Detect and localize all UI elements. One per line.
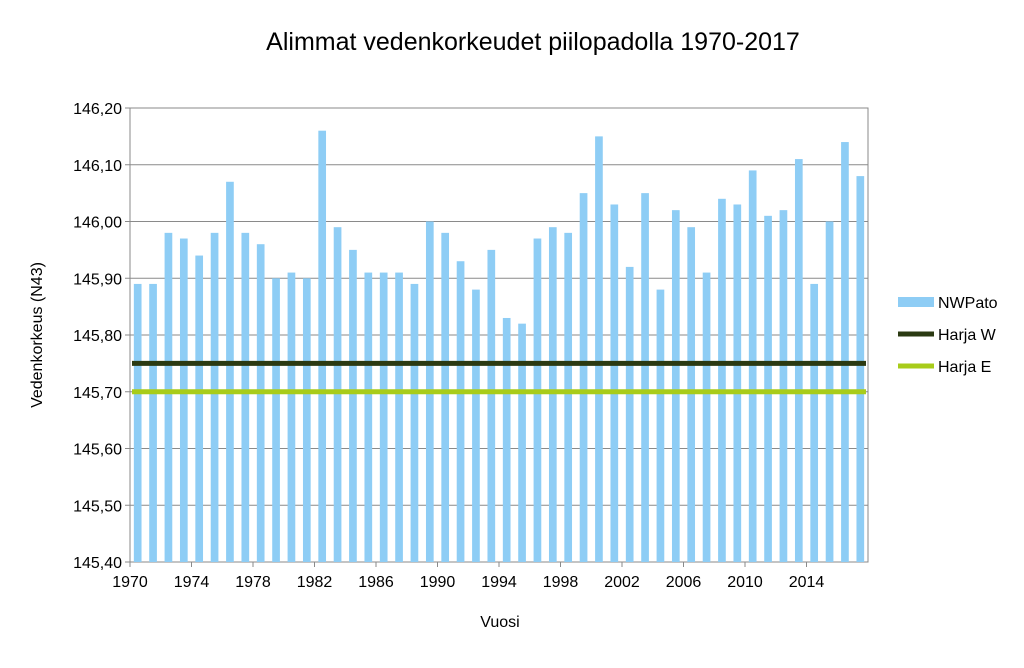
bar-1998 [564,232,573,562]
bar-1991 [456,261,465,562]
bar-1980 [287,272,296,562]
legend: NWPato Harja W Harja E [898,295,998,376]
x-tick-label: 1978 [235,574,271,591]
bar-1993 [487,249,496,562]
bar-1974 [195,255,204,563]
bar-1987 [395,272,403,562]
x-axis-ticks: 1970 1974 1978 1982 1986 1990 1994 1998 2002 2006… [112,562,824,591]
bar-1979 [272,278,280,562]
bar-2002 [625,266,634,562]
x-tick-label: 1986 [358,574,394,591]
bar-1992 [472,289,480,562]
bar-1985 [364,272,373,562]
legend-label: Harja E [938,359,991,376]
bar-1996 [533,238,542,562]
bar-2001 [610,204,619,562]
legend-label: NWPato [938,295,998,312]
bar-1981 [302,278,311,562]
bar-1978 [256,244,265,562]
bar-2011 [764,215,772,562]
legend-swatch-bar [898,297,934,307]
bar-2010 [748,170,757,563]
bar-1977 [241,232,250,562]
bar-2017 [856,176,865,562]
y-tick-label: 145,70 [73,385,122,402]
bar-1972 [164,232,173,562]
bar-1984 [349,249,357,562]
threshold-lines [132,360,866,395]
bar-2003 [641,193,649,562]
y-axis-ticks: 145,40 145,50 145,60 145,70 145,80 145,90 146,… [73,101,130,572]
bar-2006 [687,227,696,563]
bar-1971 [149,283,157,562]
y-axis-label: Vedenkorkeus (N43) [29,262,46,408]
gridlines [130,107,868,563]
bar-1995 [518,323,526,562]
bar-2016 [841,142,849,563]
x-tick-label: 1982 [297,574,333,591]
x-tick-label: 1998 [543,574,579,591]
y-tick-label: 145,60 [73,442,122,459]
bar-2014 [810,283,819,562]
bar-1990 [441,232,450,562]
bar-2007 [702,272,711,562]
y-tick-label: 146,00 [73,215,122,232]
bar-1999 [579,193,588,562]
x-tick-label: 1970 [112,574,148,591]
y-tick-label: 146,20 [73,101,122,118]
bar-1976 [226,181,234,562]
bar-2008 [718,198,726,563]
x-axis-label: Vuosi [480,614,519,631]
y-tick-label: 145,50 [73,498,122,515]
bar-1988 [410,283,419,562]
x-tick-label: 2002 [604,574,640,591]
bar-1970 [133,283,142,562]
bar-1975 [210,232,219,562]
y-tick-label: 146,10 [73,158,122,175]
bar-2005 [671,210,680,562]
x-tick-label: 1994 [481,574,517,591]
bar-2013 [794,159,803,562]
y-tick-label: 145,40 [73,555,122,572]
bar-1982 [318,130,327,562]
bar-2004 [656,289,665,562]
chart-title: Alimmat vedenkorkeudet piilopadolla 1970… [266,28,800,56]
x-tick-label: 2010 [727,574,763,591]
x-tick-label: 2014 [789,574,825,591]
bar-1983 [333,227,342,563]
y-tick-label: 145,90 [73,271,122,288]
bar-2009 [733,204,742,562]
bar-1997 [548,227,557,563]
x-tick-label: 1990 [420,574,456,591]
bars [133,130,865,563]
legend-label: Harja W [938,327,997,344]
bar-1994 [502,317,511,562]
y-tick-label: 145,80 [73,328,122,345]
bar-2000 [595,136,603,562]
bar-1973 [179,238,188,562]
bar-1986 [379,272,388,562]
x-tick-label: 2006 [666,574,702,591]
x-tick-label: 1974 [174,574,210,591]
bar-2012 [779,210,788,562]
